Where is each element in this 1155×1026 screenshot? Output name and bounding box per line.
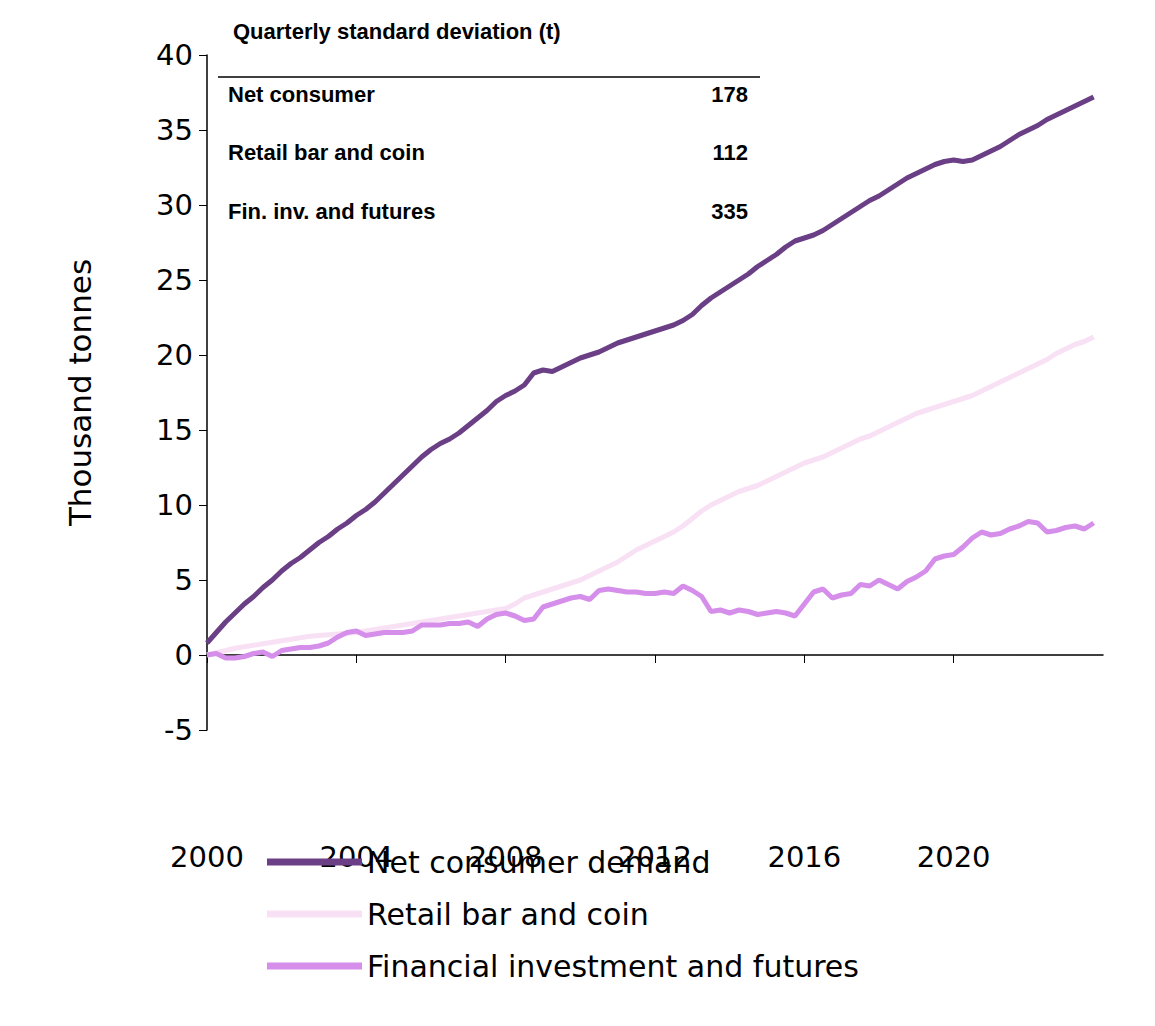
- svg-text:30: 30: [156, 188, 193, 222]
- svg-text:Fin. inv. and futures: Fin. inv. and futures: [228, 199, 435, 224]
- svg-text:178: 178: [711, 82, 748, 107]
- svg-text:5: 5: [175, 563, 193, 597]
- svg-text:10: 10: [156, 488, 193, 522]
- svg-text:2000: 2000: [170, 840, 244, 874]
- svg-text:-5: -5: [164, 713, 193, 747]
- svg-text:335: 335: [711, 199, 748, 224]
- svg-text:Net consumer: Net consumer: [228, 82, 375, 107]
- svg-text:Quarterly standard deviation (: Quarterly standard deviation (t): [233, 19, 561, 44]
- svg-text:Financial investment and futur: Financial investment and futures: [367, 949, 859, 984]
- svg-text:15: 15: [156, 413, 193, 447]
- svg-text:40: 40: [156, 38, 193, 72]
- svg-text:Net consumer demand: Net consumer demand: [367, 845, 710, 880]
- svg-text:0: 0: [175, 638, 193, 672]
- svg-text:2004: 2004: [319, 839, 394, 874]
- svg-text:Thousand tonnes: Thousand tonnes: [62, 259, 98, 527]
- svg-text:35: 35: [156, 113, 193, 147]
- svg-text:2016: 2016: [767, 840, 841, 874]
- svg-text:2020: 2020: [917, 840, 991, 874]
- svg-text:20: 20: [156, 338, 193, 372]
- svg-text:25: 25: [156, 263, 193, 297]
- svg-text:Retail bar and coin: Retail bar and coin: [367, 897, 649, 932]
- svg-text:Retail bar and coin: Retail bar and coin: [228, 140, 425, 165]
- svg-text:112: 112: [713, 140, 749, 165]
